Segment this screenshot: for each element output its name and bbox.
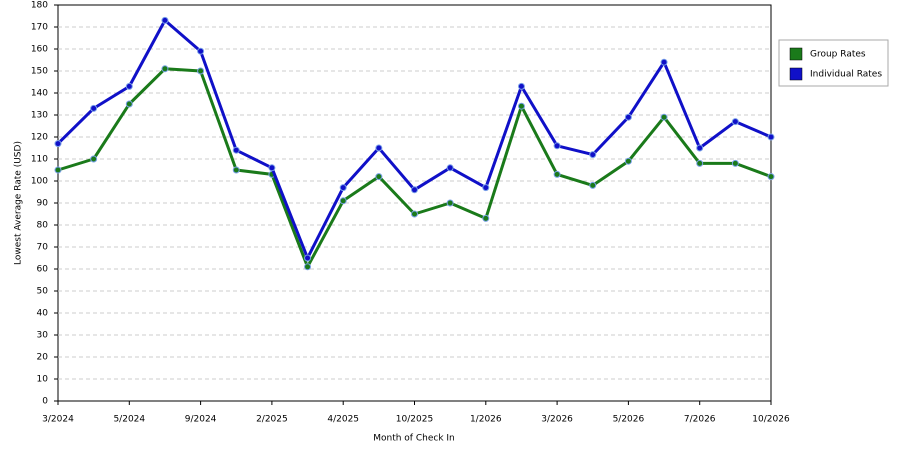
point [232, 146, 240, 154]
point [589, 181, 597, 189]
point [482, 184, 490, 192]
point [232, 166, 240, 174]
x-tick-label: 2/2025 [256, 415, 288, 425]
y-tick-label: 70 [37, 243, 49, 253]
point [446, 164, 454, 172]
point [553, 170, 561, 178]
point [517, 82, 525, 90]
point [375, 173, 383, 181]
y-tick-label: 110 [31, 155, 48, 165]
y-tick-label: 120 [31, 133, 48, 143]
point [339, 197, 347, 205]
y-tick-label: 40 [37, 309, 49, 319]
y-tick-label: 30 [37, 331, 49, 341]
y-tick-label: 160 [31, 45, 48, 55]
point [767, 133, 775, 141]
y-tick-label: 10 [37, 375, 49, 385]
x-tick-label: 3/2024 [42, 415, 74, 425]
y-tick-label: 0 [42, 397, 48, 407]
point [339, 184, 347, 192]
point [731, 159, 739, 167]
x-tick-label: 5/2024 [113, 415, 145, 425]
point [411, 186, 418, 194]
point [125, 82, 133, 90]
point [375, 144, 383, 152]
point [268, 164, 276, 172]
point [731, 118, 739, 126]
y-tick-label: 50 [37, 287, 49, 297]
x-tick-label: 4/2025 [327, 415, 359, 425]
point [197, 67, 205, 75]
legend-swatch [789, 67, 803, 81]
point [304, 263, 312, 271]
point [696, 159, 704, 167]
x-tick-label: 10/2025 [396, 415, 433, 425]
point [90, 155, 98, 163]
x-tick-label: 10/2026 [752, 415, 790, 425]
y-tick-label: 140 [31, 89, 48, 99]
legend-swatch [789, 47, 803, 61]
point [696, 144, 704, 152]
point [161, 65, 169, 73]
point [197, 47, 205, 55]
point [767, 173, 775, 181]
legend-label: Group Rates [810, 50, 866, 60]
x-tick-label: 5/2026 [613, 415, 645, 425]
x-tick-label: 1/2026 [470, 415, 502, 425]
y-tick-label: 80 [37, 221, 49, 231]
y-tick-label: 100 [31, 177, 48, 187]
point [446, 199, 454, 207]
legend-label: Individual Rates [810, 70, 882, 80]
y-tick-label: 90 [37, 199, 49, 209]
x-tick-label: 9/2024 [185, 415, 217, 425]
point [482, 214, 490, 222]
point [125, 100, 133, 108]
point [660, 113, 668, 121]
point [161, 16, 169, 24]
y-tick-label: 20 [37, 353, 49, 363]
point [624, 113, 632, 121]
point [589, 151, 597, 159]
y-axis-title: Lowest Average Rate (USD) [14, 141, 24, 265]
y-tick-label: 150 [31, 67, 48, 77]
point [411, 210, 418, 218]
point [660, 58, 668, 66]
x-axis-title: Month of Check In [373, 434, 455, 444]
point [624, 157, 632, 165]
y-tick-label: 130 [31, 111, 48, 121]
point [517, 102, 525, 110]
y-tick-label: 170 [31, 23, 48, 33]
x-tick-label: 3/2026 [541, 415, 573, 425]
point [54, 166, 62, 174]
x-tick-label: 7/2026 [684, 415, 716, 425]
point [304, 254, 312, 262]
y-tick-label: 60 [37, 265, 49, 275]
point [553, 142, 561, 150]
y-tick-label: 180 [31, 1, 48, 11]
point [90, 104, 98, 112]
point [54, 140, 62, 148]
